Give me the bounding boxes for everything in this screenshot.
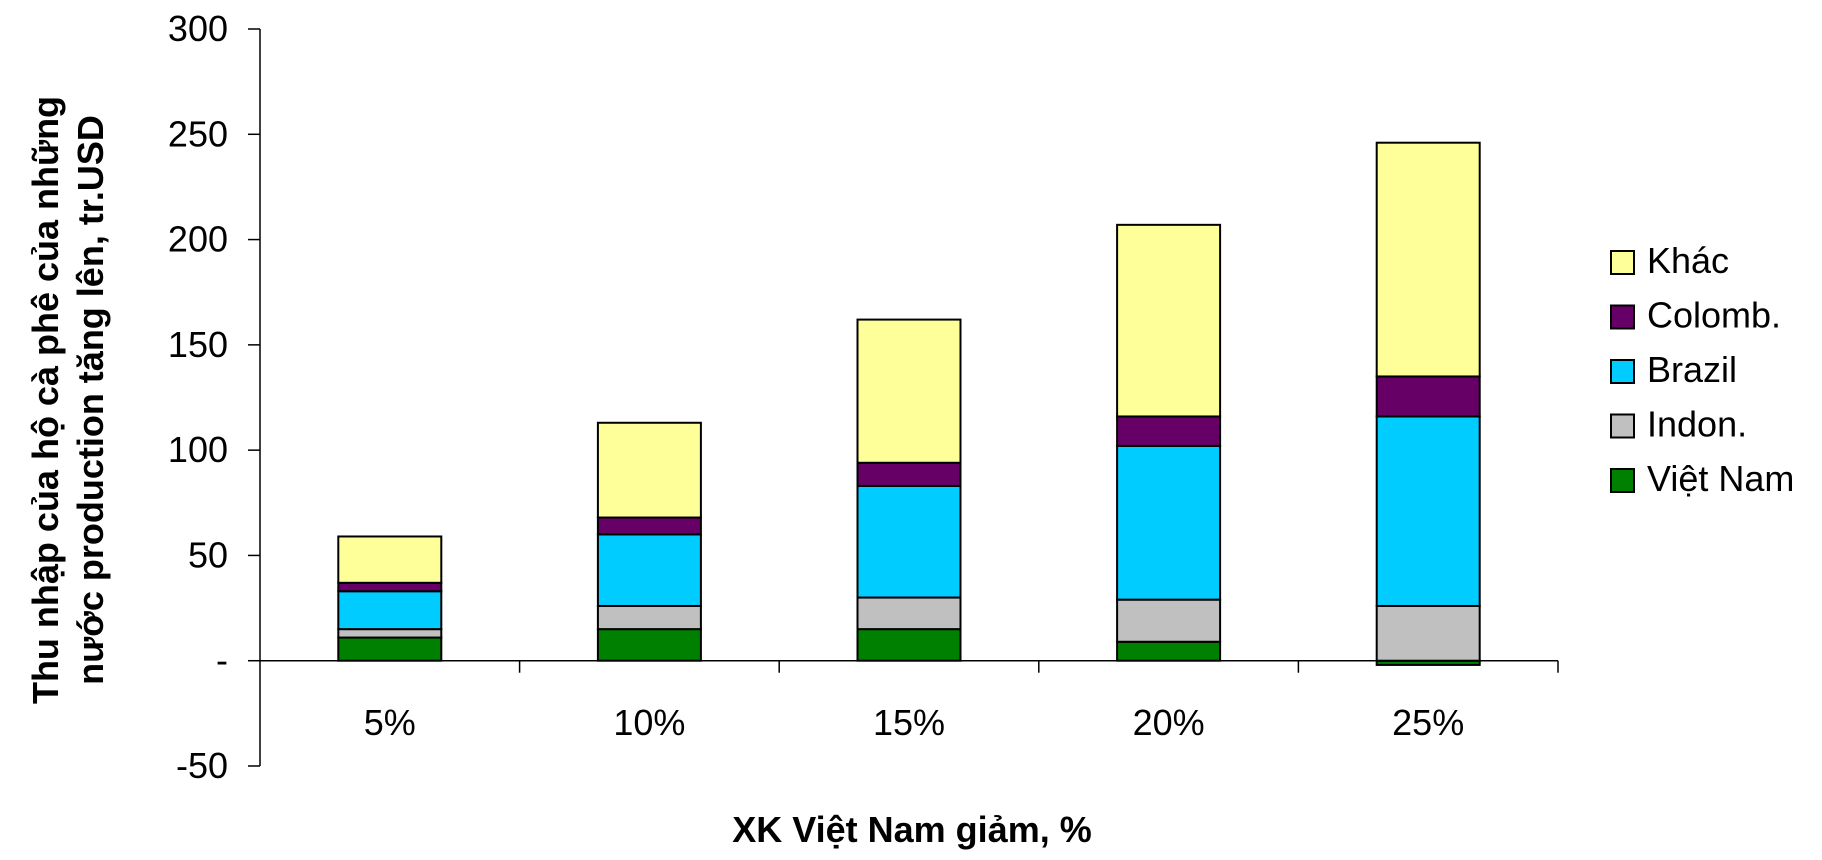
bar-segment bbox=[337, 581, 443, 593]
bar-segment bbox=[856, 484, 962, 599]
bar-segment bbox=[1375, 604, 1481, 662]
bar-segment bbox=[337, 628, 443, 639]
legend-swatch bbox=[1610, 250, 1635, 275]
bar-segment bbox=[856, 461, 962, 487]
bar-segment bbox=[856, 596, 962, 631]
y-tick-label: 250 bbox=[168, 113, 228, 154]
bar-segment bbox=[856, 628, 962, 662]
y-tick-label: -50 bbox=[176, 745, 228, 786]
y-tick-label: 100 bbox=[168, 429, 228, 470]
y-tick-label: - bbox=[216, 640, 228, 681]
bar-segment bbox=[596, 628, 702, 662]
bar-segment bbox=[1116, 598, 1222, 643]
bar-segment bbox=[337, 535, 443, 584]
y-tick-label: 200 bbox=[168, 219, 228, 260]
legend-label: Khác bbox=[1647, 240, 1729, 281]
legend-label: Việt Nam bbox=[1647, 458, 1794, 499]
bar-segment bbox=[596, 604, 702, 631]
y-tick-label: 300 bbox=[168, 8, 228, 49]
y-axis-title-line-2: nước production tăng lên, tr.USD bbox=[70, 115, 111, 685]
bar-segment bbox=[856, 318, 962, 464]
bar-segment bbox=[1116, 640, 1222, 662]
legend-swatch bbox=[1610, 304, 1635, 330]
bar-segment bbox=[596, 516, 702, 536]
legend-swatch bbox=[1610, 413, 1635, 439]
bar-segment bbox=[337, 636, 443, 662]
x-tick-label: 15% bbox=[873, 702, 945, 743]
bar-segment bbox=[596, 533, 702, 607]
bar-segment bbox=[1116, 223, 1222, 418]
y-axis-title-line-1: Thu nhập của hộ cà phê của những bbox=[25, 96, 66, 704]
bar-segment bbox=[337, 590, 443, 631]
x-tick-label: 5% bbox=[364, 702, 416, 743]
bar-segment bbox=[1375, 141, 1481, 378]
legend-label: Indon. bbox=[1647, 404, 1747, 445]
legend-label: Colomb. bbox=[1647, 295, 1781, 336]
bar-segment bbox=[1116, 415, 1222, 447]
x-tick-label: 20% bbox=[1133, 702, 1205, 743]
legend: Khác Colomb. Brazil Indon. Việt Nam bbox=[1610, 240, 1794, 499]
bar-segment bbox=[1116, 444, 1222, 601]
y-tick-label: 150 bbox=[168, 324, 228, 365]
y-axis-title: Thu nhập của hộ cà phê của những nước pr… bbox=[25, 96, 111, 704]
legend-swatch bbox=[1610, 468, 1635, 493]
bar-segment bbox=[596, 421, 702, 519]
x-tick-label: 25% bbox=[1392, 702, 1464, 743]
bars bbox=[337, 141, 1481, 666]
x-axis-title: XK Việt Nam giảm, % bbox=[732, 809, 1091, 850]
bar-segment bbox=[1375, 415, 1481, 607]
y-tick-label: 50 bbox=[188, 534, 228, 575]
legend-label: Brazil bbox=[1647, 349, 1737, 390]
legend-swatch bbox=[1610, 359, 1635, 384]
x-tick-label: 10% bbox=[613, 702, 685, 743]
bar-segment bbox=[1375, 375, 1481, 418]
